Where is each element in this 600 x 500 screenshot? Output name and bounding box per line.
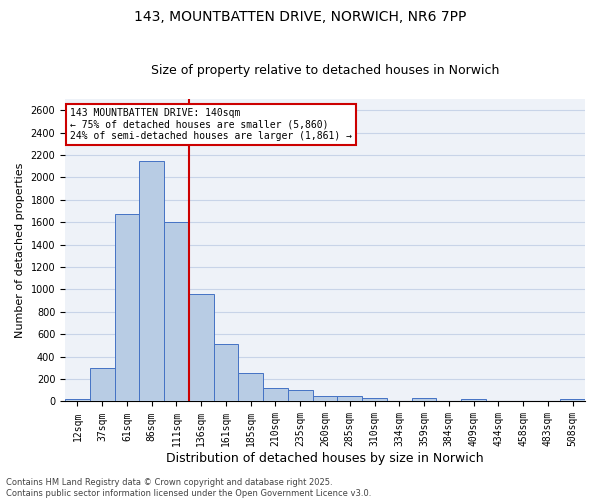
Bar (461, 398, 486, 402)
Bar (214, 344, 238, 402)
Bar (65, 398, 90, 402)
Bar (263, 388, 288, 402)
Text: Contains HM Land Registry data © Crown copyright and database right 2025.
Contai: Contains HM Land Registry data © Crown c… (6, 478, 371, 498)
Bar (115, 214, 139, 402)
Bar (90, 368, 115, 402)
Bar (139, 160, 164, 402)
X-axis label: Distribution of detached houses by size in Norwich: Distribution of detached houses by size … (166, 452, 484, 465)
Text: 143, MOUNTBATTEN DRIVE, NORWICH, NR6 7PP: 143, MOUNTBATTEN DRIVE, NORWICH, NR6 7PP (134, 10, 466, 24)
Bar (313, 396, 337, 402)
Bar (189, 294, 214, 402)
Y-axis label: Number of detached properties: Number of detached properties (15, 162, 25, 338)
Bar (560, 398, 585, 402)
Bar (238, 374, 263, 402)
Title: Size of property relative to detached houses in Norwich: Size of property relative to detached ho… (151, 64, 499, 77)
Text: 143 MOUNTBATTEN DRIVE: 140sqm
← 75% of detached houses are smaller (5,860)
24% o: 143 MOUNTBATTEN DRIVE: 140sqm ← 75% of d… (70, 108, 352, 142)
Bar (337, 396, 362, 402)
Bar (164, 222, 189, 402)
Bar (412, 398, 436, 402)
Bar (288, 390, 313, 402)
Bar (362, 398, 387, 402)
